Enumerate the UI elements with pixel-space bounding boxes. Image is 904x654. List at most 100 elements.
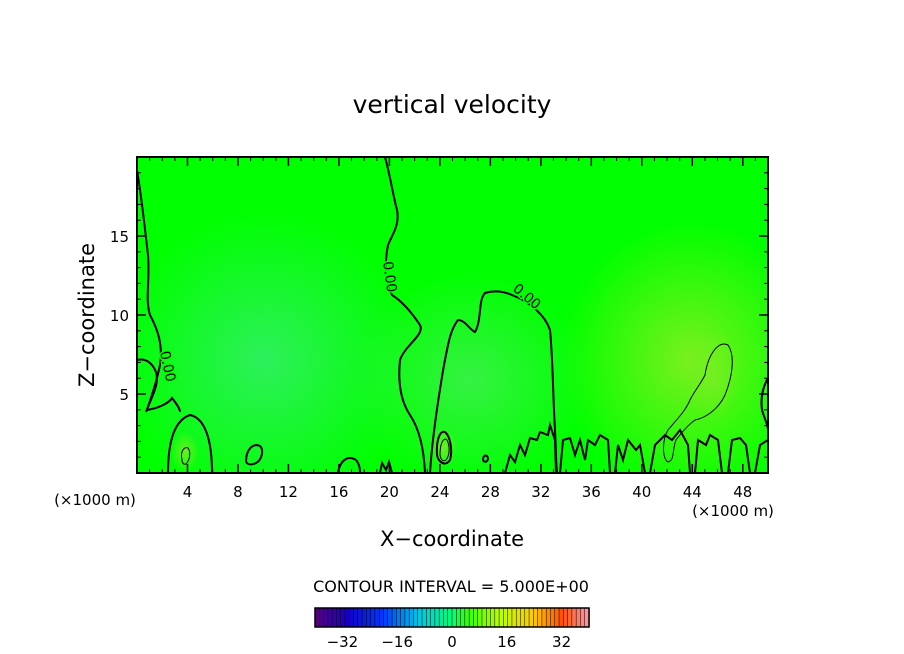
contour-left-edge: [137, 169, 181, 413]
colorbar-swatch: [498, 607, 505, 628]
y-tick-label-10: 10: [110, 307, 129, 325]
colorbar-swatch: [503, 607, 509, 628]
colorbar-tick-label: 32: [552, 633, 571, 651]
colorbar-swatch: [319, 607, 325, 628]
contour-updraft-x4: [181, 447, 191, 465]
colorbar-swatch: [537, 607, 543, 628]
x-tick-label-44: 44: [683, 483, 702, 501]
contour-x28-dot: [482, 454, 490, 463]
colorbar-swatch: [515, 607, 522, 628]
colorbar-swatch: [327, 607, 333, 628]
contour-updraft-x24: [439, 438, 450, 462]
colorbar-swatch: [323, 607, 329, 628]
x-tick-label-8: 8: [233, 483, 243, 501]
downdraft-region-center: [350, 270, 590, 473]
colorbar-swatch: [558, 607, 564, 628]
contour-central-column: [384, 157, 426, 473]
colorbar-swatch: [550, 607, 556, 628]
colorbar-swatch: [460, 607, 466, 628]
colorbar-swatch: [507, 607, 513, 628]
x-unit-label: (×1000 m): [692, 502, 774, 520]
colorbar-swatch: [331, 607, 338, 628]
y-axis-label: Z−coordinate: [75, 243, 99, 387]
colorbar-swatch: [374, 607, 380, 628]
zero-contours: [137, 157, 768, 473]
x-tick-label-12: 12: [279, 483, 298, 501]
x-tick-label-40: 40: [632, 483, 651, 501]
colorbar-tick-labels: −32 −16 0 16 32: [327, 633, 572, 651]
x-tick-label-24: 24: [430, 483, 449, 501]
colorbar-swatch: [417, 607, 423, 628]
colorbar-swatch: [494, 607, 500, 628]
chart-title: vertical velocity: [353, 90, 552, 119]
contour-left-lobe: [137, 358, 158, 413]
contour-x16-arch: [337, 457, 361, 473]
updraft-spot-4km: [171, 432, 199, 472]
colorbar-swatch: [528, 607, 534, 628]
colorbar-swatch: [456, 607, 462, 628]
colorbar-swatch: [468, 607, 475, 628]
colorbar-frame: [314, 607, 590, 628]
z-unit-label: (×1000 m): [54, 491, 136, 509]
colorbar-swatch: [486, 607, 492, 628]
x-tick-label-36: 36: [582, 483, 601, 501]
contour-x24-blob: [435, 430, 453, 465]
updraft-core-right: [684, 330, 740, 420]
colorbar-swatch: [464, 607, 470, 628]
colorbar-swatch: [349, 607, 355, 628]
x-axis-label: X−coordinate: [380, 527, 524, 551]
x-axis-ticks: 4 8 12 16 20 24 28 32 36 40 44 48: [149, 157, 756, 501]
colorbar-swatch: [451, 607, 457, 628]
colorbar-swatch: [357, 607, 363, 628]
colorbar-swatch: [408, 607, 415, 628]
y-tick-label-15: 15: [110, 228, 129, 246]
colorbar-swatch: [477, 607, 483, 628]
colorbar-swatch: [473, 607, 479, 628]
contour-x8-blob: [245, 444, 264, 466]
colorbar-swatch: [533, 607, 539, 628]
colorbar-swatch: [366, 607, 372, 628]
colorbar-swatch: [353, 607, 359, 628]
x-tick-label-20: 20: [380, 483, 399, 501]
x-tick-label-16: 16: [329, 483, 348, 501]
colorbar-swatch: [554, 607, 560, 628]
colorbar-swatch: [370, 607, 376, 628]
colorbar-swatch: [378, 607, 385, 628]
colorbar-swatch: [575, 607, 582, 628]
contour-label-center: 0.00: [379, 260, 399, 293]
colorbar-tick-label: 16: [497, 633, 516, 651]
colorbar-swatch: [400, 607, 406, 628]
colorbar-swatch: [426, 607, 432, 628]
colorbar-swatch: [567, 607, 573, 628]
y-tick-label-5: 5: [119, 386, 129, 404]
colorbar-swatch: [545, 607, 552, 628]
colorbar-swatch: [387, 607, 393, 628]
colorbar-swatch: [421, 607, 427, 628]
colorbar-swatch: [391, 607, 397, 628]
contour-x4-arch: [167, 413, 213, 473]
contour-ridge-right: [504, 421, 768, 473]
contour-updraft-core: [663, 343, 733, 463]
colorbar-swatch: [580, 607, 586, 628]
contour-interval-text: CONTOUR INTERVAL = 5.000E+00: [313, 577, 589, 596]
colorbar-swatch: [571, 607, 577, 628]
colorbar-swatch: [434, 607, 440, 628]
colorbar-swatch: [404, 607, 410, 628]
colorbar-swatch: [413, 607, 419, 628]
y-axis-ticks: 5 10 15: [110, 172, 768, 458]
colorbar-swatch: [520, 607, 526, 628]
x-tick-label-48: 48: [733, 483, 752, 501]
colorbar-swatch: [541, 607, 547, 628]
positive-contours: [181, 343, 733, 465]
colorbar-swatch: [563, 607, 569, 628]
colorbar-swatch: [524, 607, 530, 628]
colorbar-swatch: [383, 607, 389, 628]
colorbar-swatch: [490, 607, 496, 628]
x-tick-label-4: 4: [183, 483, 193, 501]
colorbar-swatch: [443, 607, 449, 628]
colorbar-swatch: [511, 607, 517, 628]
colorbar-swatch: [438, 607, 445, 628]
downdraft-region-left: [137, 210, 415, 473]
colorbar-tick-label: −16: [381, 633, 413, 651]
